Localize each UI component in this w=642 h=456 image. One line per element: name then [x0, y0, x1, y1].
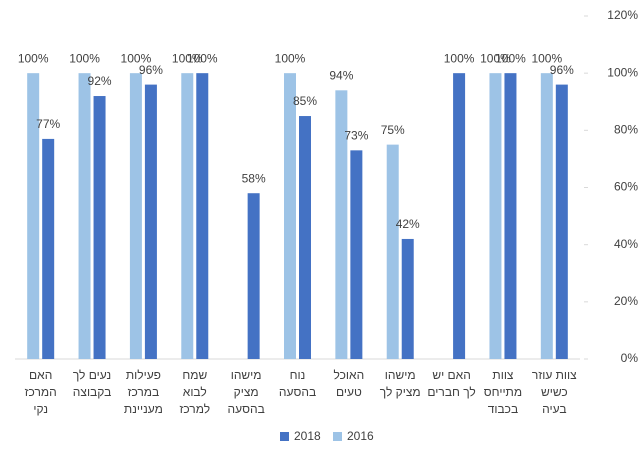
legend-swatch	[333, 432, 342, 441]
x-tick-label: צוות עוזר	[532, 368, 577, 382]
x-tick-label: מעניינת	[124, 402, 163, 416]
legend-swatch	[280, 432, 289, 441]
bar	[196, 73, 209, 360]
bar	[284, 73, 296, 360]
value-label: 100%	[275, 51, 306, 65]
y-tick-label: 0%	[621, 351, 639, 365]
x-tick-label: לך חברים	[427, 385, 475, 399]
y-tick-label: 20%	[614, 294, 638, 308]
bar	[27, 73, 40, 360]
x-tick-label: לבוא	[183, 385, 207, 399]
bar	[129, 73, 142, 360]
x-tick-label: נוח	[290, 368, 306, 382]
x-tick-label: צוות	[492, 368, 514, 382]
value-label: 100%	[187, 51, 218, 65]
value-label: 75%	[381, 123, 405, 137]
bar	[350, 150, 363, 359]
x-tick-label: בקבוצה	[73, 385, 111, 399]
value-label: 73%	[344, 129, 368, 143]
value-label: 96%	[139, 63, 163, 77]
value-label: 100%	[444, 51, 475, 65]
value-label: 77%	[36, 117, 60, 131]
x-tick-label: שמח	[182, 368, 207, 382]
x-tick-label: המרכז	[25, 385, 57, 399]
x-tick-label: טעים	[336, 385, 362, 399]
bar	[247, 193, 260, 359]
bar	[504, 73, 517, 360]
y-tick-label: 100%	[607, 65, 638, 79]
x-tick-label: בכבוד	[488, 402, 518, 416]
bar	[386, 144, 399, 359]
bar	[181, 73, 194, 360]
x-tick-label: בהסעה	[228, 402, 265, 416]
value-label: 100%	[121, 51, 152, 65]
bar	[42, 138, 55, 359]
x-tick-label: מתייחס	[484, 385, 522, 399]
x-tick-label: נעים לך	[73, 368, 111, 382]
value-label: 100%	[531, 51, 562, 65]
value-label: 100%	[495, 51, 526, 65]
x-tick-label: פעילות	[126, 368, 161, 382]
y-tick-label: 120%	[607, 8, 638, 22]
x-tick-label: האם יש	[432, 368, 471, 382]
x-tick-label: מישהו	[385, 368, 416, 382]
bar	[540, 73, 553, 360]
bar	[144, 84, 157, 359]
bar	[489, 73, 502, 360]
y-tick-label: 60%	[614, 180, 638, 194]
bar	[453, 73, 466, 360]
x-tick-label: האוכל	[334, 368, 365, 382]
bar	[93, 96, 106, 360]
bar	[555, 84, 568, 359]
value-label: 100%	[69, 51, 100, 65]
value-label: 96%	[550, 63, 574, 77]
bar	[299, 116, 311, 360]
y-tick-label: 80%	[614, 123, 638, 137]
x-tick-label: מציק	[234, 385, 259, 399]
bar	[335, 90, 348, 360]
x-tick-label: מציק לך	[380, 385, 421, 399]
x-tick-label: כשיש	[541, 385, 568, 399]
value-label: 100%	[18, 51, 49, 65]
x-tick-label: נקי	[33, 402, 48, 416]
x-tick-label: האם	[29, 368, 52, 382]
value-label: 85%	[293, 94, 317, 108]
value-label: 100%	[480, 51, 511, 65]
legend-label: 2016	[347, 429, 374, 443]
y-tick-label: 40%	[614, 237, 638, 251]
x-tick-label: בעיה	[542, 402, 566, 416]
value-label: 42%	[396, 217, 420, 231]
legend-label: 2018	[294, 429, 321, 443]
x-tick-label: בהסעה	[279, 385, 316, 399]
value-label: 92%	[88, 74, 112, 88]
x-tick-label: למרכז	[179, 402, 210, 416]
value-label: 94%	[329, 68, 353, 82]
value-label: 58%	[242, 171, 266, 185]
x-tick-label: מישהו	[231, 368, 262, 382]
x-tick-label: במרכז	[128, 385, 160, 399]
bar	[78, 73, 91, 360]
bar	[401, 238, 414, 359]
value-label: 100%	[172, 51, 203, 65]
